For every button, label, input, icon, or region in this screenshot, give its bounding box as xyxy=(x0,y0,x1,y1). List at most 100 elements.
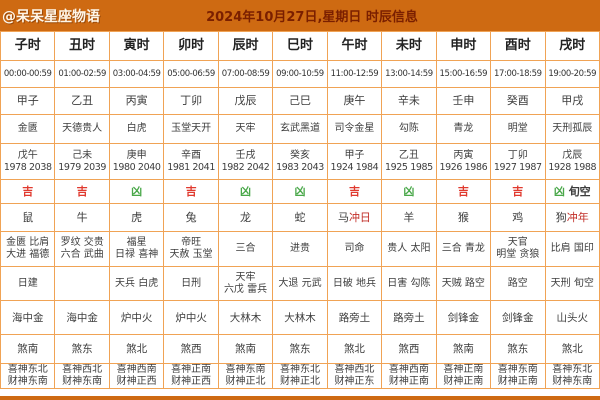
zodiac-label: 鼠 xyxy=(22,210,34,224)
nayin-cell: 海中金 xyxy=(0,300,56,335)
luck-label: 凶 xyxy=(131,184,143,198)
nayin-label: 炉中火 xyxy=(120,311,153,324)
ganzhi-cell: 辛未 xyxy=(381,87,437,115)
hour-cell: 寅时 xyxy=(108,31,165,61)
hour-label: 卯时 xyxy=(178,38,205,53)
time-cell: 00:00-00:59 xyxy=(0,60,56,88)
star-cell: 玉堂天开 xyxy=(163,114,219,144)
time-range-label: 07:00-08:59 xyxy=(221,69,270,79)
star-label: 天牢 xyxy=(235,123,256,134)
luck-cell: 凶 xyxy=(217,179,274,204)
auspicious-gods-line: 罗纹 交贵 xyxy=(60,237,104,248)
gods-direction-line: 财神正南 xyxy=(388,376,429,387)
time-range-label: 01:00-02:59 xyxy=(58,69,107,79)
time-cell: 15:00-16:59 xyxy=(435,60,492,88)
gods-direction-line: 财神正西 xyxy=(171,376,212,387)
inauspicious-gods-line: 路空 xyxy=(507,277,528,289)
ming-years-label: 1980 2040 xyxy=(112,161,161,173)
nayin-cell: 大林木 xyxy=(272,300,328,335)
gods-direction-line: 喜神东北 xyxy=(7,364,48,376)
gods-direction-cell: 喜神东北 财神正北 xyxy=(272,363,328,389)
table-row: 戊午 1978 2038 己未 1979 2039 庚申 1980 2040 辛酉 1981 … xyxy=(0,143,600,180)
ganzhi-label: 壬申 xyxy=(452,94,475,107)
gods-direction-line: 财神正东 xyxy=(334,376,375,387)
ming-years-label: 1928 1988 xyxy=(548,161,597,173)
zodiac-label: 羊 xyxy=(403,210,415,224)
gods-direction-line: 喜神东南 xyxy=(225,364,266,376)
hour-cell: 未时 xyxy=(381,31,437,61)
sha-direction-label: 煞南 xyxy=(452,343,474,355)
luck-cell: 凶 xyxy=(108,179,165,204)
ming-ganzhi-label: 戊午 xyxy=(17,149,38,161)
star-label: 金匮 xyxy=(17,123,38,134)
auspicious-gods-line: 六合 武曲 xyxy=(60,249,104,260)
zodiac-cell: 鼠 xyxy=(0,203,56,232)
inauspicious-gods-line: 日害 勾陈 xyxy=(387,277,431,289)
zodiac-cell: 虎 xyxy=(108,203,165,232)
zodiac-cell: 牛 xyxy=(54,203,110,232)
hour-label: 寅时 xyxy=(123,38,150,53)
table-row: 吉 吉 凶 吉 凶 凶 吉 凶 吉 吉 凶 旬空 xyxy=(0,179,600,204)
nayin-label: 路旁土 xyxy=(393,311,425,324)
ming-ganzhi-label: 戊辰 xyxy=(562,149,583,161)
luck-label: 凶 xyxy=(553,184,565,198)
nayin-label: 大林木 xyxy=(284,311,316,324)
hour-table-body: 子时 丑时 寅时 卯时 辰时 巳时 午时 未时 申时 酉时 戌时 00:00-00:59 01:00-0… xyxy=(0,31,600,389)
zodiac-cell: 羊 xyxy=(381,203,437,232)
ming-ganzhi-label: 庚申 xyxy=(126,149,147,161)
ming-years-label: 1924 1984 xyxy=(330,161,379,173)
nayin-cell: 路旁土 xyxy=(381,300,437,335)
ming-years-label: 1981 2041 xyxy=(167,161,215,173)
star-cell: 司令金星 xyxy=(326,114,383,144)
inauspicious-gods-cell: 日破 地兵 xyxy=(326,266,383,301)
auspicious-gods-cell: 三合 青龙 xyxy=(435,231,492,267)
star-cell: 金匮 xyxy=(0,114,56,144)
gods-direction-line: 喜神正南 xyxy=(443,364,484,376)
star-cell: 勾陈 xyxy=(381,114,437,144)
table-row: 子时 丑时 寅时 卯时 辰时 巳时 午时 未时 申时 酉时 戌时 xyxy=(0,31,600,61)
time-range-label: 05:00-06:59 xyxy=(167,69,215,79)
inauspicious-gods-line: 天牢 xyxy=(235,271,256,283)
zodiac-label: 狗 xyxy=(555,210,567,224)
nayin-label: 剑锋金 xyxy=(502,311,534,324)
gods-direction-cell: 喜神东南 财神正南 xyxy=(490,363,546,389)
luck-label: 吉 xyxy=(512,184,524,198)
table-row: 日建 天兵 白虎 日刑 天牢 六戊 雷兵 大退 元武 日破 地兵 日害 勾陈 天贼 路空 路空 天刑… xyxy=(0,266,600,301)
table-row: 海中金 海中金 炉中火 炉中火 大林木 大林木 路旁土 路旁土 剑锋金 剑锋金 山头火 xyxy=(0,300,600,335)
gods-direction-line: 财神东南 xyxy=(552,376,593,387)
table-row: 煞南 煞东 煞北 煞西 煞南 煞东 煞北 煞西 煞南 煞东 煞北 xyxy=(0,334,600,364)
inauspicious-gods-line: 大退 元武 xyxy=(278,277,322,289)
gods-direction-cell: 喜神东南 财神正北 xyxy=(217,363,274,389)
gods-direction-line: 喜神西北 xyxy=(334,364,375,376)
auspicious-gods-cell: 贵人 太阳 xyxy=(381,231,437,267)
auspicious-gods-line: 大进 福德 xyxy=(6,249,50,260)
zodiac-label: 兔 xyxy=(185,210,197,224)
ganzhi-cell: 丙寅 xyxy=(108,87,165,115)
star-cell: 天德贵人 xyxy=(54,114,110,144)
gods-direction-line: 财神东南 xyxy=(62,376,103,387)
time-range-label: 19:00-20:59 xyxy=(548,69,597,79)
ganzhi-cell: 乙丑 xyxy=(54,87,110,115)
luck-cell: 吉 xyxy=(0,179,56,204)
nayin-cell: 剑锋金 xyxy=(435,300,492,335)
auspicious-gods-line: 三合 xyxy=(235,243,256,254)
sha-cell: 煞南 xyxy=(217,334,274,364)
sha-direction-label: 煞西 xyxy=(398,343,420,355)
hour-cell: 酉时 xyxy=(490,31,546,61)
ganzhi-cell: 甲子 xyxy=(0,87,56,115)
gods-direction-line: 财神正南 xyxy=(497,376,538,387)
time-cell: 05:00-06:59 xyxy=(163,60,219,88)
ming-years-label: 1925 1985 xyxy=(385,161,433,173)
star-cell: 明堂 xyxy=(490,114,546,144)
sha-cell: 煞东 xyxy=(54,334,110,364)
time-cell: 19:00-20:59 xyxy=(544,60,600,88)
ming-cell: 戊午 1978 2038 xyxy=(0,143,56,180)
sha-cell: 煞南 xyxy=(435,334,492,364)
auspicious-gods-line: 福星 xyxy=(126,237,147,248)
inauspicious-gods-cell: 天刑 旬空 xyxy=(544,266,600,301)
sha-cell: 煞北 xyxy=(108,334,165,364)
auspicious-gods-cell: 司命 xyxy=(326,231,383,267)
nayin-label: 海中金 xyxy=(11,311,44,324)
gods-direction-line: 财神东南 xyxy=(7,376,48,387)
table-row: 喜神东北 财神东南 喜神西北 财神东南 喜神西南 财神正西 喜神正南 财神正西 喜神东南 财神正北… xyxy=(0,363,600,389)
